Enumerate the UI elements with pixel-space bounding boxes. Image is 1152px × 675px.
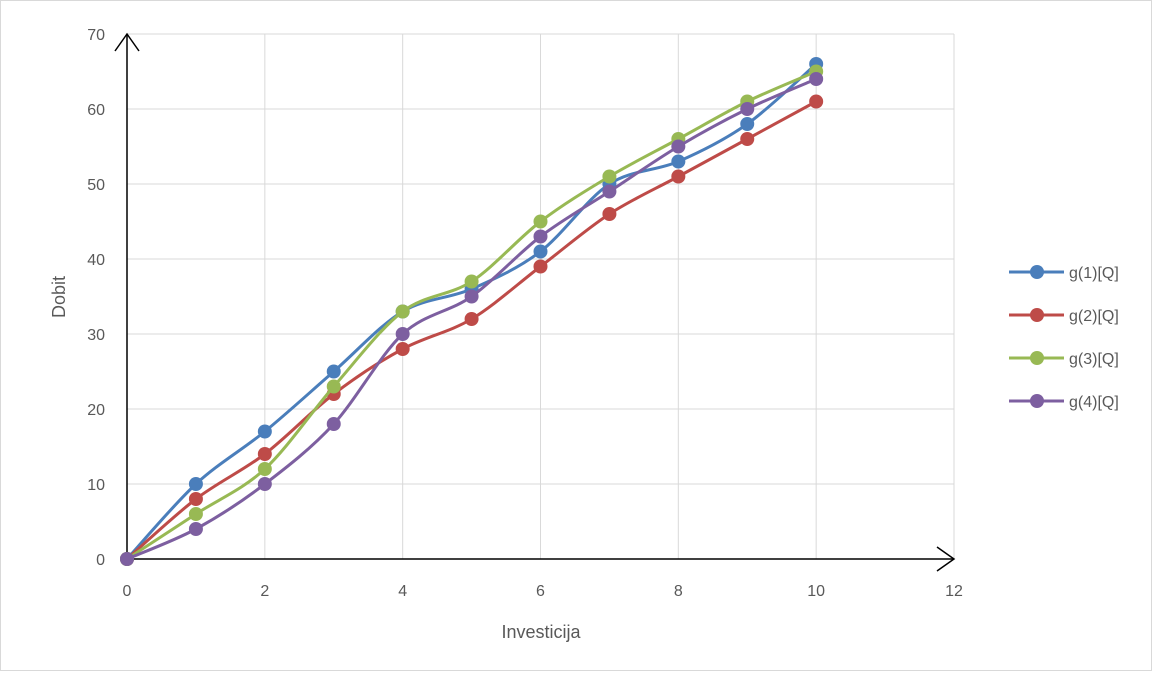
x-tick-labels: 0 2 4 6 8 10 12 — [123, 583, 963, 600]
data-point — [740, 132, 755, 146]
legend-item: g(2)[Q] — [1009, 308, 1119, 325]
data-point — [257, 447, 272, 461]
data-point — [740, 117, 755, 131]
grid — [127, 33, 955, 559]
legend-label: g(2)[Q] — [1069, 308, 1119, 325]
x-tick-label: 6 — [536, 583, 545, 600]
series-line — [126, 100, 817, 561]
y-tick-label: 40 — [87, 252, 105, 269]
data-point — [602, 169, 617, 184]
legend-item: g(3)[Q] — [1009, 351, 1119, 368]
data-point — [533, 244, 548, 259]
data-point — [809, 94, 824, 109]
x-tick-label: 2 — [260, 583, 269, 600]
x-tick-label: 12 — [945, 583, 963, 600]
series-line — [126, 70, 817, 561]
x-tick-label: 4 — [398, 583, 407, 600]
data-point — [395, 304, 410, 319]
series-line — [125, 62, 818, 561]
data-point — [188, 507, 203, 521]
legend-label: g(1)[Q] — [1069, 265, 1119, 282]
series-lines — [120, 57, 824, 566]
y-tick-label: 10 — [87, 477, 105, 494]
axes — [114, 32, 956, 572]
data-point — [257, 477, 272, 491]
legend-label: g(3)[Q] — [1069, 351, 1119, 368]
legend-marker — [1030, 308, 1044, 322]
data-point — [602, 184, 617, 199]
data-point — [464, 274, 479, 289]
data-point — [671, 154, 686, 169]
data-point — [257, 424, 272, 439]
data-point — [671, 169, 686, 184]
legend-marker — [1030, 265, 1044, 279]
data-point — [395, 342, 410, 356]
data-point — [464, 289, 479, 304]
y-tick-labels: 0 10 20 30 40 50 60 70 — [87, 27, 105, 569]
legend-marker — [1030, 351, 1044, 365]
x-axis-label: Investicija — [501, 622, 581, 642]
data-point — [188, 492, 203, 506]
data-point — [533, 259, 548, 274]
y-tick-label: 70 — [87, 27, 105, 44]
data-point — [533, 229, 548, 244]
series-2 — [120, 94, 824, 566]
data-point — [740, 102, 755, 116]
y-axis-arrow — [114, 32, 140, 52]
data-point — [533, 214, 548, 229]
x-axis-arrow — [936, 546, 956, 572]
series-4 — [120, 72, 824, 566]
y-tick-label: 30 — [87, 327, 105, 344]
y-tick-label: 0 — [96, 552, 105, 569]
data-point — [326, 417, 341, 431]
legend-label: g(4)[Q] — [1069, 394, 1119, 411]
y-axis-label: Dobit — [49, 276, 69, 318]
y-tick-label: 50 — [87, 177, 105, 194]
y-tick-label: 20 — [87, 402, 105, 419]
legend-item: g(4)[Q] — [1009, 394, 1119, 411]
x-tick-label: 8 — [674, 583, 683, 600]
legend-item: g(1)[Q] — [1009, 265, 1119, 282]
data-point — [464, 312, 479, 326]
series-1 — [120, 57, 824, 566]
data-point — [188, 522, 203, 536]
legend-marker — [1030, 394, 1044, 408]
x-tick-label: 0 — [123, 583, 132, 600]
data-point — [395, 327, 410, 341]
data-point — [326, 364, 341, 379]
data-point — [188, 477, 203, 491]
x-tick-label: 10 — [807, 583, 825, 600]
data-point — [809, 72, 824, 86]
data-point — [671, 139, 686, 154]
y-tick-label: 60 — [87, 102, 105, 119]
data-point — [257, 462, 272, 476]
data-point — [326, 379, 341, 394]
data-point — [120, 552, 134, 566]
legend: g(1)[Q] g(2)[Q] g(3)[Q] g(4)[Q] — [1009, 265, 1119, 411]
data-point — [602, 207, 617, 221]
